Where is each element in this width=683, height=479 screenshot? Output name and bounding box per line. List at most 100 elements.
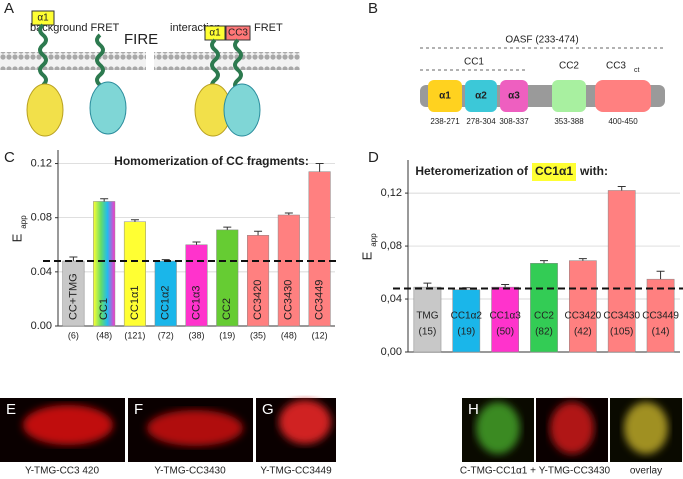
tag-label: α1 — [209, 28, 221, 39]
n-label: (14) — [652, 327, 670, 338]
category-label: CC+TMG — [67, 273, 79, 320]
caption: Y-TMG-CC3 420 — [25, 466, 100, 477]
error-bar — [423, 282, 432, 288]
error-bar — [540, 260, 548, 264]
caption: C-TMG-CC1α1 + Y-TMG-CC3430 — [460, 466, 611, 477]
panel-label: E — [6, 401, 16, 418]
error-bar — [223, 226, 232, 230]
chart-title: with: — [579, 164, 608, 178]
category-label: CC3420 — [252, 280, 264, 320]
y-tick-label: 0.04 — [31, 266, 52, 278]
category-label: CC1α3 — [190, 286, 202, 320]
error-bar — [192, 241, 201, 245]
caption: Y-TMG-CC3449 — [260, 466, 332, 477]
range: 308-337 — [499, 117, 529, 126]
n-label: (50) — [496, 327, 514, 338]
panel-label: H — [468, 401, 479, 418]
category-label: CC3449 — [314, 280, 326, 320]
error-bar — [578, 258, 587, 261]
y-tick-label: 0,12 — [381, 187, 402, 199]
bar — [413, 286, 442, 353]
label: FIRE — [124, 31, 158, 48]
caption: overlay — [630, 466, 662, 477]
panel-label: D — [368, 149, 379, 166]
y-tick-label: 0,04 — [381, 293, 402, 305]
category-label: CC3449 — [642, 311, 679, 322]
category-label: CC3430 — [283, 280, 295, 320]
n-label: (6) — [68, 330, 79, 340]
n-label: (105) — [610, 327, 633, 338]
error-bar — [100, 198, 109, 202]
range: 353-388 — [554, 117, 584, 126]
membrane — [0, 52, 146, 70]
n-label: (72) — [158, 330, 174, 340]
domain — [595, 80, 651, 112]
range: 400-450 — [608, 117, 638, 126]
bar — [491, 286, 519, 353]
panel-label: G — [262, 401, 274, 418]
y-tick-label: 0.12 — [31, 157, 52, 169]
n-label: (12) — [312, 330, 328, 340]
category-label: CC1 — [98, 298, 110, 320]
error-bar — [254, 230, 263, 236]
category-label: CC3420 — [565, 311, 602, 322]
error-bar — [501, 283, 510, 288]
label: CC1 — [464, 57, 484, 68]
y-axis-label: E — [359, 251, 374, 260]
error-bar — [284, 212, 293, 215]
y-tick-label: 0,08 — [381, 240, 402, 252]
chart-title: CC1α1 — [535, 164, 573, 178]
membrane — [154, 52, 300, 70]
panel-label: A — [4, 0, 14, 17]
helix — [210, 38, 220, 92]
domain-label: α1 — [439, 91, 451, 102]
n-label: (121) — [124, 330, 145, 340]
highlight — [532, 163, 576, 181]
error-bar — [130, 219, 139, 222]
domain — [500, 80, 528, 112]
domain-label: CC3 — [606, 61, 626, 72]
category-label: CC1α2 — [160, 286, 172, 320]
n-label: (48) — [281, 330, 297, 340]
n-label: (82) — [535, 327, 553, 338]
error-bar — [656, 270, 665, 280]
domain-label: CC2 — [559, 61, 579, 72]
bar — [607, 190, 636, 353]
y-axis-label-sub: app — [369, 233, 378, 247]
helix — [233, 38, 243, 92]
domain-label: α3 — [508, 91, 520, 102]
domain — [465, 80, 497, 112]
domain-label: α2 — [475, 91, 487, 102]
n-label: (19) — [457, 327, 475, 338]
micrograph — [0, 398, 682, 462]
panel-label: B — [368, 0, 378, 17]
caption: Y-TMG-CC3430 — [154, 466, 226, 477]
category-label: CC3430 — [603, 311, 640, 322]
range: 238-271 — [430, 117, 460, 126]
helix — [38, 23, 48, 87]
protein — [26, 83, 64, 137]
bar — [530, 263, 558, 353]
n-label: (38) — [188, 330, 204, 340]
y-tick-label: 0.08 — [31, 212, 52, 224]
y-tick-label: 0.00 — [31, 320, 52, 332]
label: FRET — [254, 22, 283, 34]
range: 278-304 — [466, 117, 496, 126]
panel-label: F — [134, 401, 143, 418]
n-label: (35) — [250, 330, 266, 340]
y-axis-label-sub: app — [19, 215, 28, 229]
n-label: (19) — [219, 330, 235, 340]
tag-label: CC3 — [228, 28, 248, 39]
domain — [552, 80, 586, 112]
protein — [89, 81, 127, 135]
protein — [223, 83, 261, 137]
category-label: CC1α2 — [451, 311, 483, 322]
label: OASF (233-474) — [505, 35, 578, 46]
bar — [569, 260, 597, 353]
n-label: (15) — [419, 327, 437, 338]
chart-title: Heteromerization of — [415, 164, 529, 178]
y-axis-label: E — [9, 233, 24, 242]
category-label: CC1α1 — [129, 286, 141, 320]
y-tick-label: 0,00 — [381, 346, 402, 358]
